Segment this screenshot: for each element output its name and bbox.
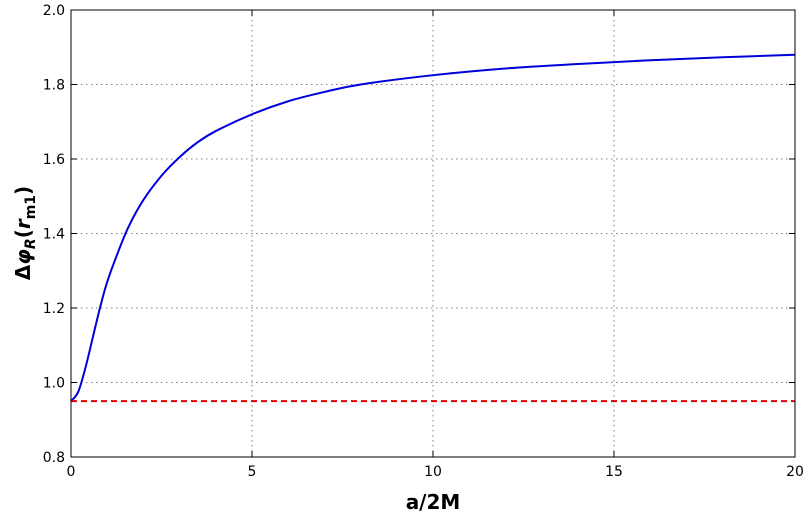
x-tick-label: 0: [67, 464, 76, 480]
y-tick-label: 1.6: [43, 152, 65, 168]
y-tick-label: 1.4: [43, 227, 65, 243]
y-label-open-paren: (: [11, 229, 35, 238]
y-label-delta: Δ: [11, 264, 35, 280]
x-axis-label: a/2M: [406, 490, 461, 514]
y-tick-label: 1.2: [43, 301, 65, 317]
y-tick-label: 1.8: [43, 78, 65, 94]
y-tick-label: 0.8: [43, 450, 65, 466]
tick-labels: 0 5 10 15 20 0.8 1.0 1.2 1.4 1.6 1.8 2.0: [43, 3, 804, 480]
y-label-r-subscript: m1: [23, 195, 39, 219]
y-label-phi-subscript: R: [23, 238, 39, 249]
y-label-phi: φ: [11, 249, 35, 265]
y-axis-label: ΔφR(rm1): [11, 186, 39, 280]
y-label-close-paren: ): [11, 186, 35, 195]
y-tick-label: 2.0: [43, 3, 65, 19]
x-tick-label: 5: [248, 464, 257, 480]
ticks: [70, 9, 796, 458]
grid: [71, 10, 795, 457]
y-tick-label: 1.0: [43, 376, 65, 392]
y-label-r: r: [11, 218, 35, 229]
series-group: [70, 53, 796, 403]
x-tick-label: 10: [424, 464, 442, 480]
x-tick-label: 15: [605, 464, 623, 480]
x-tick-label: 20: [786, 464, 804, 480]
series-line-solid: [70, 53, 796, 402]
